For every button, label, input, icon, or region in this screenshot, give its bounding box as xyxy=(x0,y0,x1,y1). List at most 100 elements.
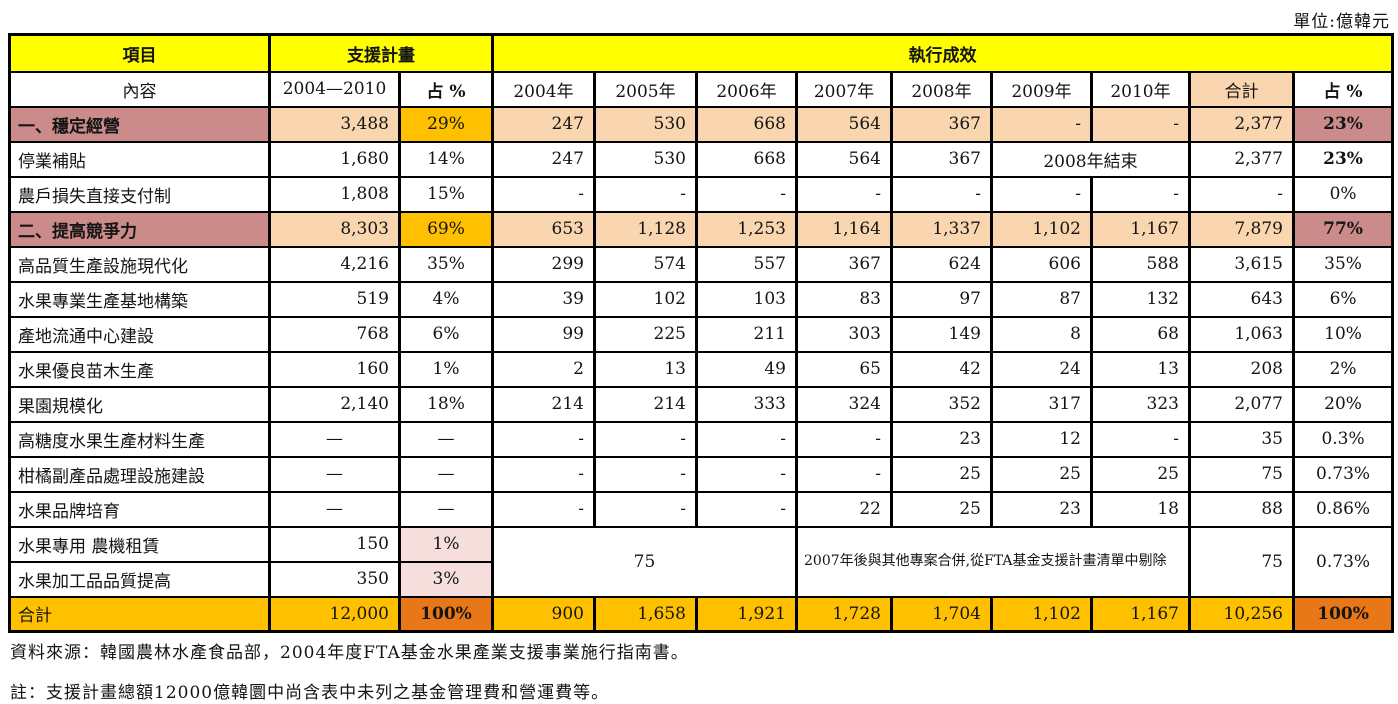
table-cell: 0% xyxy=(1291,175,1395,213)
table-cell: 317 xyxy=(990,385,1093,423)
table-cell: - xyxy=(593,455,698,493)
table-cell: - xyxy=(593,175,698,213)
table-cell: 574 xyxy=(593,245,698,283)
table-cell: 20% xyxy=(1291,385,1395,423)
table-cell: 65 xyxy=(795,350,893,388)
table-cell: 2,077 xyxy=(1188,385,1295,423)
table-cell: 323 xyxy=(1090,385,1191,423)
table-cell: 103 xyxy=(695,280,798,318)
table-cell: 299 xyxy=(491,245,596,283)
row-label: 農戶損失直接支付制 xyxy=(8,175,271,213)
table-cell: 352 xyxy=(890,385,993,423)
table-cell: 588 xyxy=(1090,245,1191,283)
row-label-total: 合計 xyxy=(8,595,271,633)
table-cell: - xyxy=(491,420,596,458)
table-cell: 557 xyxy=(695,245,798,283)
table-cell: 87 xyxy=(990,280,1093,318)
header-year: 2004年 xyxy=(491,70,596,108)
table-cell: 1,728 xyxy=(795,595,893,633)
table-cell: - xyxy=(990,175,1093,213)
table-cell: 7,879 xyxy=(1188,210,1295,248)
row-label: 水果加工品品質提高 xyxy=(8,560,271,598)
table-cell: — xyxy=(268,490,401,528)
table-cell: 1,808 xyxy=(268,175,401,213)
row-label: 水果專用 農機租賃 xyxy=(8,525,271,563)
table-cell: 42 xyxy=(890,350,993,388)
table-cell: - xyxy=(1090,105,1191,143)
table-cell: 100% xyxy=(1291,595,1395,633)
table-cell: 29% xyxy=(398,105,494,143)
table-cell: 100% xyxy=(398,595,494,633)
table-cell: 1,102 xyxy=(990,210,1093,248)
table-cell: 1,253 xyxy=(695,210,798,248)
table-cell: 1% xyxy=(398,525,494,563)
table-cell: - xyxy=(695,455,798,493)
table-cell: 23 xyxy=(990,490,1093,528)
table-cell: - xyxy=(695,420,798,458)
table-cell: 214 xyxy=(593,385,698,423)
table-cell: 1,102 xyxy=(990,595,1093,633)
row-label: 柑橘副產品處理設施建設 xyxy=(8,455,271,493)
table-cell: - xyxy=(795,455,893,493)
table-cell: 35% xyxy=(398,245,494,283)
table-cell: 18 xyxy=(1090,490,1191,528)
table-cell: 12,000 xyxy=(268,595,401,633)
header-year: 2005年 xyxy=(593,70,698,108)
table-cell: 653 xyxy=(491,210,596,248)
table-cell: 211 xyxy=(695,315,798,353)
header-item: 項目 xyxy=(8,33,271,73)
table-cell: 519 xyxy=(268,280,401,318)
table-cell: 8 xyxy=(990,315,1093,353)
table-cell: 247 xyxy=(491,140,596,178)
table-cell: 2,377 xyxy=(1188,105,1295,143)
table-cell: 1,921 xyxy=(695,595,798,633)
table-cell: 1,680 xyxy=(268,140,401,178)
header-year: 2008年 xyxy=(890,70,993,108)
table-cell: 2% xyxy=(1291,350,1395,388)
table-cell: 367 xyxy=(795,245,893,283)
table-cell: 18% xyxy=(398,385,494,423)
table-cell: 1,167 xyxy=(1090,210,1191,248)
table-cell: 102 xyxy=(593,280,698,318)
table-cell: 13 xyxy=(1090,350,1191,388)
merged-remark: 2007年後與其他專案合併,從FTA基金支援計畫清單中剔除 xyxy=(795,525,1191,598)
table-cell: 643 xyxy=(1188,280,1295,318)
table-cell: 1,337 xyxy=(890,210,993,248)
table-cell: 10% xyxy=(1291,315,1395,353)
table-cell: 97 xyxy=(890,280,993,318)
row-label: 水果專業生產基地構築 xyxy=(8,280,271,318)
table-cell: 530 xyxy=(593,140,698,178)
table-cell: 12 xyxy=(990,420,1093,458)
table-cell: 160 xyxy=(268,350,401,388)
table-cell: 8,303 xyxy=(268,210,401,248)
row-label: 高品質生產設施現代化 xyxy=(8,245,271,283)
table-cell: - xyxy=(990,105,1093,143)
header-content: 內容 xyxy=(8,70,271,108)
table-cell: 3,615 xyxy=(1188,245,1295,283)
footnote: 註：支援計畫總額12000億韓圜中尚含表中未列之基金管理費和營運費等。 xyxy=(10,683,610,703)
table-cell: 77% xyxy=(1291,210,1395,248)
table-cell: 39 xyxy=(491,280,596,318)
table-cell: — xyxy=(268,420,401,458)
table-cell: 2 xyxy=(491,350,596,388)
table-cell: 4,216 xyxy=(268,245,401,283)
table-cell: 564 xyxy=(795,105,893,143)
table-cell: 75 xyxy=(1188,525,1295,598)
table-cell: 2,140 xyxy=(268,385,401,423)
table-cell: 247 xyxy=(491,105,596,143)
table-cell: - xyxy=(795,175,893,213)
row-label: 產地流通中心建設 xyxy=(8,315,271,353)
header-share-pct: 占 % xyxy=(398,70,494,108)
table-cell: 208 xyxy=(1188,350,1295,388)
table-cell: 35% xyxy=(1291,245,1395,283)
table-cell: 23% xyxy=(1291,105,1395,143)
table-cell: - xyxy=(695,490,798,528)
table-cell: - xyxy=(1090,175,1191,213)
table-cell: - xyxy=(593,490,698,528)
row-label: 二、提高競爭力 xyxy=(8,210,271,248)
table-cell: 606 xyxy=(990,245,1093,283)
table-cell: 13 xyxy=(593,350,698,388)
table-cell: 75 xyxy=(1188,455,1295,493)
table-cell: 1% xyxy=(398,350,494,388)
table-cell: 69% xyxy=(398,210,494,248)
